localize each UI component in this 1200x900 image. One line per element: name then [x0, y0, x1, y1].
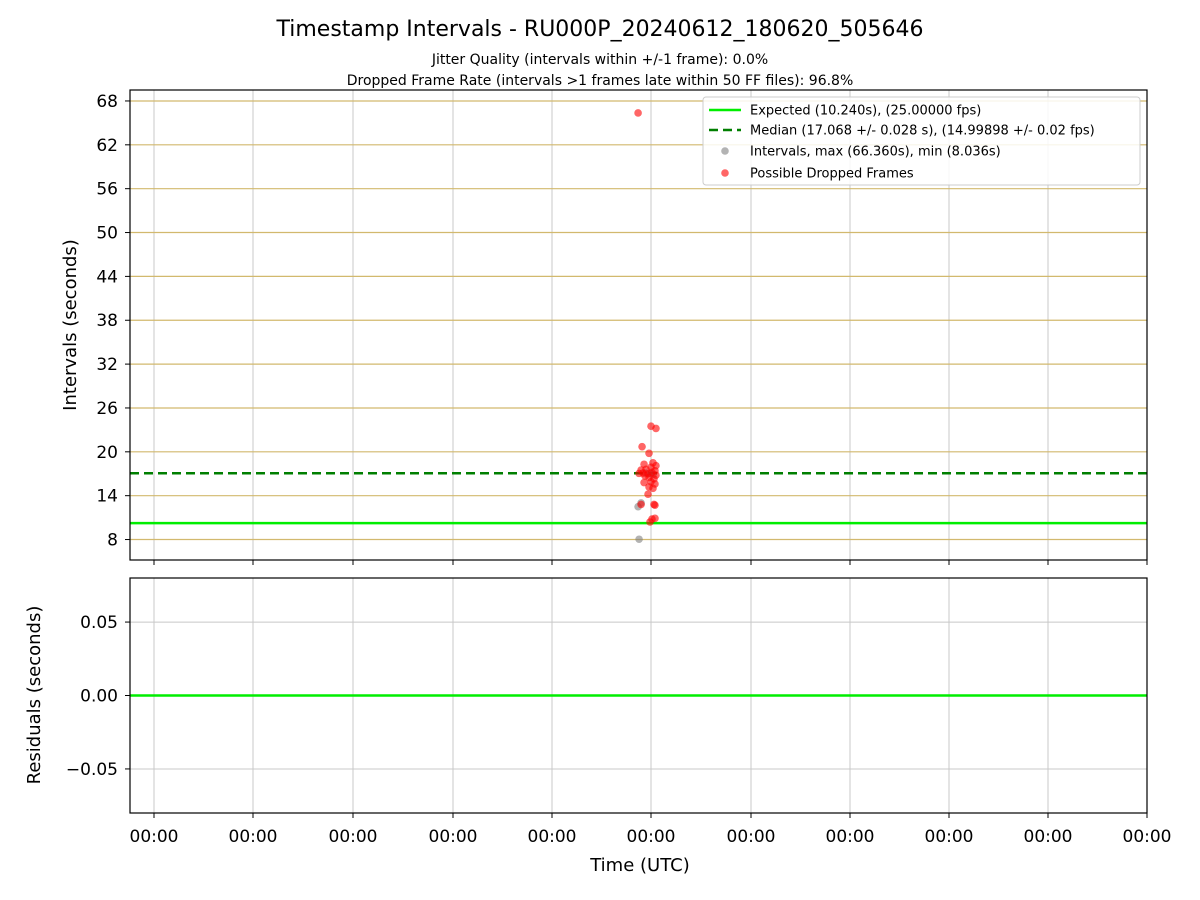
- intervals-y-axis-label: Intervals (seconds): [60, 239, 81, 411]
- interval-point: [635, 535, 643, 544]
- legend-box: [702, 96, 1141, 186]
- time-x-tick-label: 00:00: [528, 827, 577, 847]
- dropped-frame-point: [637, 500, 645, 509]
- chart-title: Timestamp Intervals - RU000P_20240612_18…: [275, 17, 923, 42]
- time-x-tick-label: 00:00: [826, 827, 875, 847]
- intervals-y-tick-label: 32: [96, 355, 118, 375]
- dropped-frame-point: [649, 484, 657, 493]
- dropped-frame-point: [645, 449, 653, 458]
- residuals-y-tick-label: 0.05: [80, 613, 118, 633]
- legend-dropped-swatch: [721, 169, 729, 177]
- intervals-y-tick-label: 26: [96, 399, 118, 419]
- dropped-frame-point: [640, 478, 648, 487]
- intervals-y-tick-label: 38: [96, 311, 118, 331]
- time-x-tick-label: 00:00: [429, 827, 478, 847]
- intervals-y-tick-label: 50: [96, 224, 118, 244]
- intervals-y-tick-label: 56: [96, 180, 118, 200]
- dropped-frame-point: [646, 518, 654, 526]
- legend-entry-label: Expected (10.240s), (25.00000 fps): [750, 104, 981, 119]
- legend-intervals-swatch: [721, 147, 729, 155]
- time-x-tick-label: 00:00: [229, 827, 278, 847]
- time-x-tick-label: 00:00: [727, 827, 776, 847]
- chart-subtitle-jitter: Jitter Quality (intervals within +/-1 fr…: [431, 52, 768, 68]
- residuals-y-tick-label: 0.00: [80, 687, 118, 707]
- time-x-tick-label: 00:00: [130, 827, 179, 847]
- intervals-y-tick-label: 68: [96, 92, 118, 112]
- residuals-plot: 00:00 00:00 00:00 00:00 00:00 00:00 00:00 00:00…: [66, 577, 1172, 847]
- intervals-y-tick-label: 14: [96, 487, 118, 507]
- residuals-y-axis-label: Residuals (seconds): [24, 606, 45, 785]
- intervals-y-tick-label: 8: [107, 531, 118, 551]
- chart-legend: Expected (10.240s), (25.00000 fps) Median…: [702, 96, 1141, 186]
- chart-subtitle-dropped: Dropped Frame Rate (intervals >1 frames …: [347, 73, 854, 89]
- legend-entry-label: Possible Dropped Frames: [750, 167, 914, 182]
- legend-entry-label: Median (17.068 +/- 0.028 s), (14.99898 +…: [750, 124, 1095, 139]
- residuals-y-tick-label: −0.05: [66, 760, 118, 780]
- time-x-tick-label: 00:00: [1123, 827, 1172, 847]
- time-x-tick-label: 00:00: [925, 827, 974, 847]
- legend-entry-label: Intervals, max (66.360s), min (8.036s): [750, 145, 1001, 160]
- intervals-y-tick-label: 62: [96, 136, 118, 156]
- intervals-y-tick-label: 44: [96, 267, 118, 287]
- dropped-frame-point: [634, 109, 642, 117]
- dropped-frame-point: [638, 442, 646, 451]
- dropped-frame-point: [651, 501, 659, 509]
- time-x-tick-label: 00:00: [1024, 827, 1073, 847]
- time-x-tick-label: 00:00: [627, 827, 676, 847]
- intervals-plot-frame: [129, 89, 1148, 561]
- intervals-y-tick-label: 20: [96, 443, 118, 463]
- residuals-plot-frame: [129, 577, 1148, 814]
- dropped-frame-point: [652, 424, 660, 433]
- time-x-axis-label: Time (UTC): [589, 855, 690, 876]
- time-x-tick-label: 00:00: [329, 827, 378, 847]
- dropped-frame-point: [644, 490, 652, 499]
